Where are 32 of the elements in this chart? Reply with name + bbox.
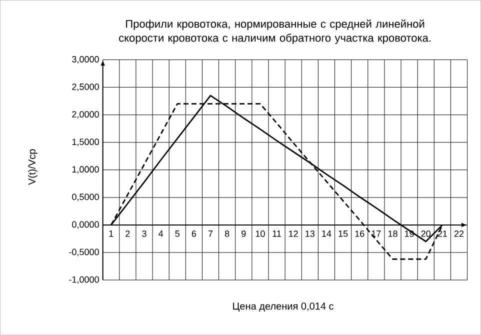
- x-axis-title: Цена деления 0,014 с: [233, 302, 334, 312]
- x-tick-label: 10: [256, 230, 265, 237]
- y-tick-label: 1,0000: [72, 166, 99, 174]
- y-axis-title: V(t)/Vcp: [28, 149, 38, 186]
- x-tick-label: 5: [175, 230, 180, 237]
- y-tick-label: 0,5000: [72, 194, 99, 202]
- x-tick-label: 4: [158, 230, 164, 237]
- x-tick-label: 20: [421, 230, 431, 237]
- y-tick-label: -1,0000: [69, 276, 99, 284]
- x-tick-label: 2: [126, 230, 130, 237]
- x-tick-label: 3: [142, 230, 146, 237]
- x-tick-label: 8: [224, 230, 230, 237]
- x-tick-label: 1: [109, 230, 114, 237]
- y-tick-label: 0,0000: [72, 221, 99, 229]
- y-tick-label: 3,0000: [72, 56, 99, 64]
- chart-title: Профили кровотока, нормированные с средней линейной скорости кровотока с наличим обратного участка кровотока.: [119, 20, 430, 44]
- x-tick-label: 11: [272, 230, 282, 237]
- y-tick-label: -0,5000: [69, 248, 99, 256]
- x-tick-label: 15: [338, 230, 348, 237]
- x-tick-label: 12: [289, 230, 298, 237]
- x-tick-label: 7: [208, 230, 213, 237]
- x-tick-label: 6: [192, 230, 196, 237]
- y-tick-label: 2,0000: [72, 111, 99, 119]
- x-tick-label: 9: [242, 230, 246, 237]
- x-tick-label: 18: [388, 230, 398, 237]
- y-tick-label: 2,5000: [72, 84, 99, 92]
- x-tick-label: 14: [322, 230, 332, 237]
- x-tick-label: 21: [438, 230, 447, 237]
- x-tick-label: 13: [306, 230, 315, 237]
- x-tick-label: 22: [454, 230, 464, 237]
- y-tick-label: 1,5000: [72, 138, 99, 146]
- x-tick-label: 16: [355, 230, 364, 237]
